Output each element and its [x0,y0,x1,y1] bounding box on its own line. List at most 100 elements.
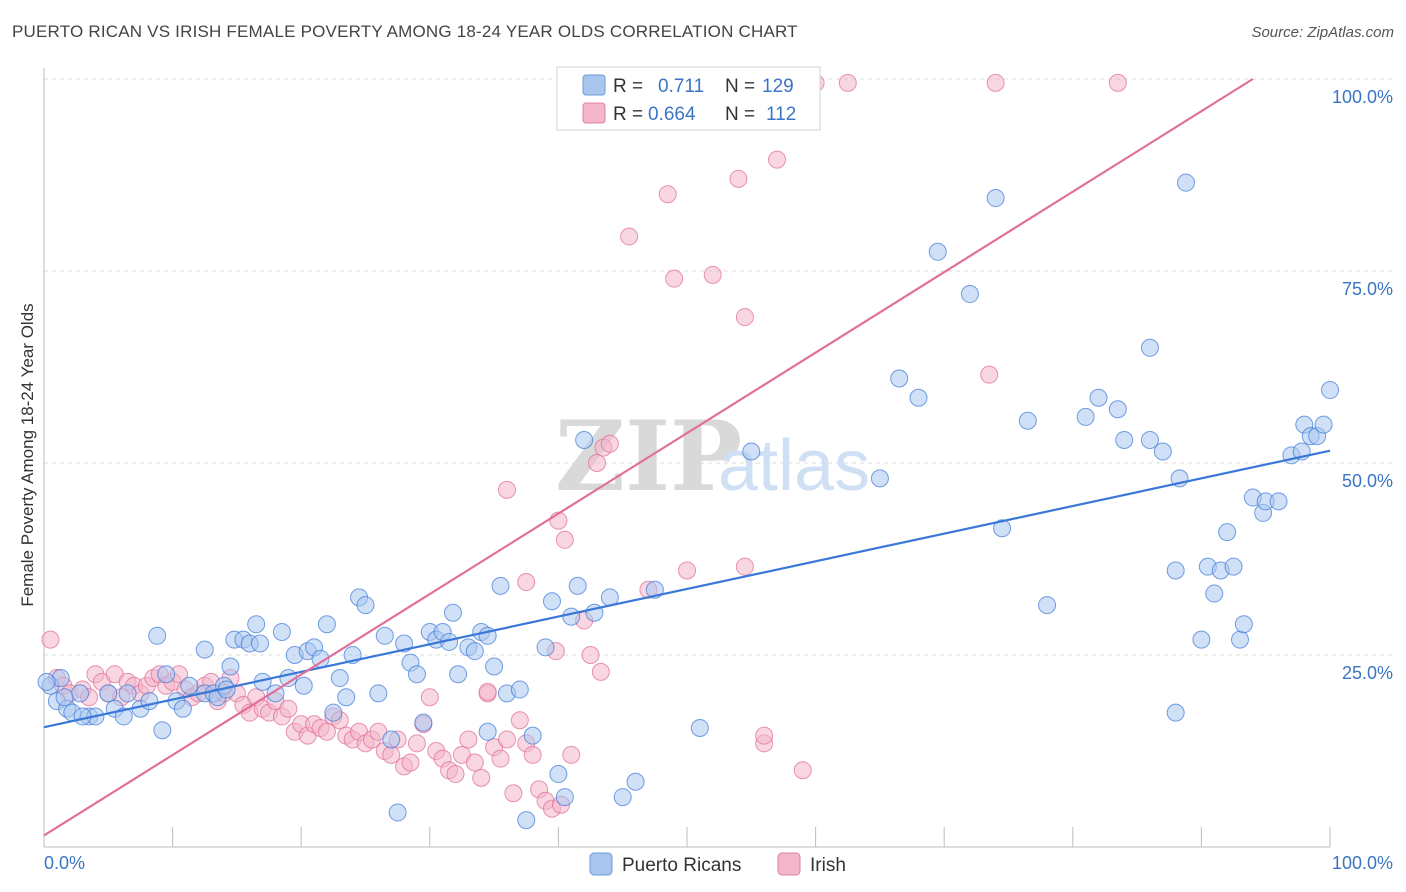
irish-point [459,730,478,749]
puerto-rican-point [465,642,484,661]
irish-point [980,365,999,384]
legend-n-value-2: 112 [766,104,796,125]
irish-point [665,269,684,288]
puerto-rican-point [1108,400,1127,419]
series-legend: Puerto Ricans Irish [589,852,846,876]
irish-point [510,711,529,730]
puerto-rican-point [517,811,536,830]
legend-r-value-2: 0.664 [648,104,696,125]
grid-lines [44,78,1392,656]
irish-point [420,688,439,707]
puerto-rican-point [510,680,529,699]
irish-point [517,573,536,592]
puerto-rican-point [491,576,510,595]
puerto-rican-point [1321,381,1339,400]
legend-irish-label: Irish [810,855,846,876]
puerto-rican-point [157,665,176,684]
irish-point [678,561,696,580]
puerto-rican-point [294,676,313,695]
puerto-rican-point [99,684,118,703]
puerto-rican-point [1140,430,1159,449]
irish-point [735,308,754,327]
irish-point [768,150,787,169]
irish-point [491,749,510,768]
irish-point [317,722,336,741]
puerto-rican-point [382,730,401,749]
y-tick-label: 100.0% [1332,87,1393,107]
puerto-rican-point [1230,630,1249,649]
axes [43,68,1331,848]
puerto-rican-point [742,442,761,461]
puerto-rican-point [960,285,979,304]
x-tick-label: 0.0% [44,853,85,873]
puerto-rican-point [148,626,167,645]
puerto-rican-point [337,688,356,707]
puerto-rican-point [37,672,56,691]
puerto-rican-point [369,684,388,703]
puerto-rican-point [1076,407,1095,426]
puerto-rican-point [114,707,133,726]
irish-point [838,73,857,92]
irish-point [793,761,812,780]
puerto-rican-point [613,788,632,807]
puerto-rican-point [1153,442,1172,461]
irish-point [555,530,574,549]
legend-r-label-1: R = [613,76,643,97]
puerto-rican-point [478,722,497,741]
legend-puerto-ricans-swatch [589,852,613,876]
irish-point [755,726,774,745]
puerto-rican-point [555,788,574,807]
puerto-rican-point [870,469,889,488]
puerto-rican-point [140,692,159,711]
irish-point [587,454,606,472]
irish-point [562,745,581,764]
puerto-rican-point [1218,523,1237,542]
puerto-rican-point [1038,596,1057,615]
puerto-rican-point [324,703,343,722]
irish-point [472,768,491,787]
legend-irish-swatch [777,852,801,876]
irish-point [497,730,516,749]
puerto-rican-point [890,369,909,388]
puerto-rican-point [909,388,928,407]
puerto-rican-point [1089,388,1108,407]
puerto-rican-point [1314,415,1333,434]
irish-point [581,646,600,664]
source-credit: Source: ZipAtlas.com [1251,24,1394,41]
irish-point [1108,73,1127,92]
irish-point [401,753,420,772]
puerto-rican-point [568,576,587,595]
puerto-rican-point [71,684,90,703]
puerto-rican-point [55,688,74,707]
puerto-rican-point [388,803,407,822]
puerto-rican-point [251,634,270,653]
irish-point [497,480,516,499]
x-tick-label: 100.0% [1332,853,1393,873]
puerto-rican-point [395,634,414,653]
puerto-rican-point [356,596,375,615]
irish-point [279,699,298,718]
trend-lines [43,78,1331,837]
y-tick-label: 25.0% [1342,663,1393,683]
puerto-rican-point [317,615,336,634]
legend-r-value-1: 0.711 [658,76,704,97]
puerto-rican-point [1166,703,1185,722]
puerto-rican-point [407,665,426,684]
legend-n-label-1: N = [725,76,755,97]
puerto-rican-point [1224,557,1243,576]
puerto-rican-point [626,772,645,791]
puerto-rican-point [536,638,555,657]
y-axis-label: Female Poverty Among 18-24 Year Olds [18,303,37,606]
irish-point [703,265,722,284]
puerto-rican-point [575,430,594,449]
puerto-rican-point [1176,173,1195,192]
puerto-rican-point [414,713,433,732]
puerto-rican-point [180,676,199,695]
irish-point [729,169,748,188]
puerto-rican-point [247,615,266,634]
irish-point [735,557,754,576]
legend-puerto-ricans-label: Puerto Ricans [622,855,741,876]
puerto-rican-point [485,657,504,676]
puerto-rican-point [195,640,214,659]
irish-point [407,734,426,753]
